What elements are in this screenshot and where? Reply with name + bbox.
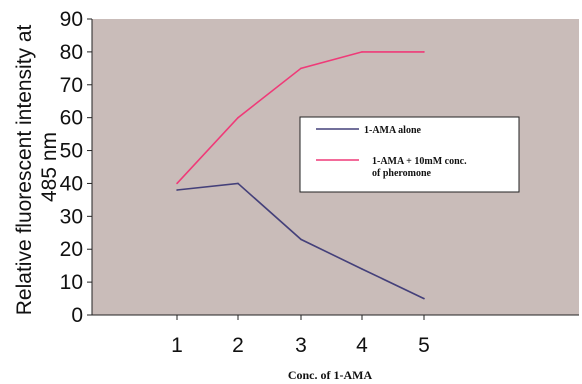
y-tick-label: 30: [60, 205, 83, 228]
x-axis-ticks: 1 2 3 4 5: [171, 315, 430, 357]
x-tick-label: 5: [418, 334, 430, 357]
legend-label-series-2: 1-AMA + 10mM conc. of pheromone: [372, 156, 469, 179]
y-tick-label: 20: [60, 238, 83, 261]
y-tick-label: 40: [60, 172, 83, 195]
y-axis-label-line-1: Relative fluorescent intensity at: [13, 24, 36, 315]
legend: 1-AMA alone 1-AMA + 10mM conc. of pherom…: [299, 116, 520, 193]
x-tick-label: 3: [295, 334, 307, 357]
x-tick-label: 1: [171, 334, 183, 357]
series-2-point: [361, 51, 363, 53]
series-1-point: [300, 238, 302, 241]
y-tick-label: 10: [60, 271, 83, 294]
y-axis-label: Relative fluorescent intensity at 485 nm: [13, 19, 61, 316]
series-layer: [176, 51, 425, 300]
x-tick-label: 2: [232, 334, 244, 357]
y-tick-label: 80: [60, 41, 83, 64]
series-1-point: [361, 268, 363, 270]
y-tick-label: 70: [60, 74, 83, 97]
series-1-point: [423, 297, 425, 300]
series-2-point: [237, 116, 239, 119]
series-2-point: [300, 67, 302, 70]
series-2-point: [176, 182, 178, 185]
y-axis-ticks: 0 10 20 30 40 50 60 70 80 90: [60, 8, 92, 327]
series-2-point: [423, 51, 425, 53]
y-tick-label: 0: [71, 304, 83, 327]
series-1-point: [237, 182, 239, 185]
legend-label-series-2-line-1: 1-AMA + 10mM conc.: [372, 156, 467, 167]
y-tick-label: 90: [60, 8, 83, 31]
y-tick-label: 50: [60, 140, 83, 163]
x-axis-label: Conc. of 1-AMA: [288, 368, 373, 382]
x-tick-label: 4: [356, 334, 368, 357]
y-axis-label-line-2: 485 nm: [38, 132, 61, 202]
y-tick-label: 60: [60, 107, 83, 130]
series-1-point: [176, 189, 178, 191]
legend-label-series-1: 1-AMA alone: [364, 125, 422, 136]
legend-label-series-2-line-2: of pheromone: [372, 168, 432, 179]
